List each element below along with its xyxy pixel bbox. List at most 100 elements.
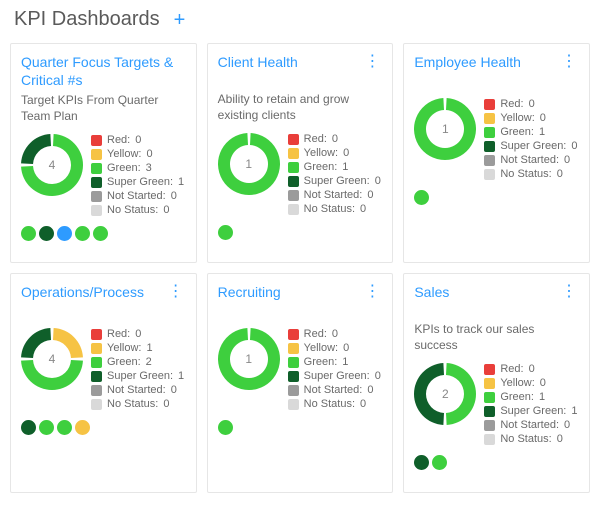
card-menu-icon[interactable]: ⋮	[559, 54, 579, 70]
legend-label: Green:	[500, 391, 534, 403]
legend-value: 1	[342, 161, 348, 173]
card-header: Recruiting ⋮	[218, 284, 383, 318]
card-title-link[interactable]: Client Health	[218, 54, 298, 72]
legend: Red: 0Yellow: 0Green: 1Super Green: 0Not…	[484, 98, 577, 180]
legend-label: Yellow:	[107, 148, 141, 160]
chart-row: 2Red: 0Yellow: 0Green: 1Super Green: 1No…	[414, 363, 579, 445]
legend-label: Yellow:	[500, 112, 534, 124]
page-header: KPI Dashboards +	[14, 8, 590, 31]
item-dots	[21, 226, 186, 241]
legend-label: Super Green:	[304, 175, 370, 187]
legend-row: Super Green: 1	[91, 176, 184, 188]
item-dot[interactable]	[75, 226, 90, 241]
legend-swatch	[288, 162, 299, 173]
item-dots	[414, 190, 579, 205]
legend-row: Yellow: 0	[91, 148, 184, 160]
legend-row: Super Green: 1	[91, 370, 184, 382]
legend-swatch	[91, 343, 102, 354]
legend-swatch	[288, 148, 299, 159]
donut-center-value: 2	[414, 363, 476, 425]
legend-label: No Status:	[304, 398, 355, 410]
legend: Red: 0Yellow: 0Green: 1Super Green: 0Not…	[288, 328, 381, 410]
item-dot[interactable]	[21, 420, 36, 435]
item-dot[interactable]	[39, 226, 54, 241]
legend-row: Green: 3	[91, 162, 184, 174]
legend-label: Yellow:	[107, 342, 141, 354]
card-menu-icon[interactable]: ⋮	[362, 284, 382, 300]
legend-row: Yellow: 1	[91, 342, 184, 354]
legend-row: Red: 0	[91, 328, 184, 340]
item-dot[interactable]	[57, 420, 72, 435]
chart-row: 4Red: 0Yellow: 0Green: 3Super Green: 1No…	[21, 134, 186, 216]
legend-label: Red:	[500, 98, 523, 110]
legend-label: Yellow:	[304, 147, 338, 159]
legend-row: No Status: 0	[484, 433, 577, 445]
legend-swatch	[91, 329, 102, 340]
legend-swatch	[91, 399, 102, 410]
card-title-link[interactable]: Quarter Focus Targets & Critical #s	[21, 54, 186, 89]
legend-value: 1	[571, 405, 577, 417]
legend-swatch	[288, 329, 299, 340]
donut-center-value: 1	[414, 98, 476, 160]
card-menu-icon[interactable]: ⋮	[362, 54, 382, 70]
card-menu-icon[interactable]: ⋮	[559, 284, 579, 300]
add-dashboard-button[interactable]: +	[174, 10, 186, 30]
legend-value: 0	[529, 98, 535, 110]
chart-row: 4 Red: 0 Yellow: 1 Green: 2 Super Green: 1 No…	[21, 328, 186, 410]
legend-value: 0	[332, 133, 338, 145]
item-dot[interactable]	[39, 420, 54, 435]
legend-swatch	[288, 399, 299, 410]
item-dot[interactable]	[414, 190, 429, 205]
legend-row: Super Green: 1	[484, 405, 577, 417]
card-title-link[interactable]: Operations/Process	[21, 284, 144, 302]
card-title-link[interactable]: Recruiting	[218, 284, 281, 302]
legend-label: No Status:	[304, 203, 355, 215]
legend-label: Green:	[107, 356, 141, 368]
legend-swatch	[484, 392, 495, 403]
legend: Red: 0Yellow: 1Green: 2Super Green: 1Not…	[91, 328, 184, 410]
legend-value: 0	[171, 384, 177, 396]
item-dot[interactable]	[218, 225, 233, 240]
legend-swatch	[484, 99, 495, 110]
legend-value: 1	[342, 356, 348, 368]
item-dot[interactable]	[414, 455, 429, 470]
legend-label: Green:	[500, 126, 534, 138]
donut-chart: 4	[21, 328, 83, 390]
card-header: Quarter Focus Targets & Critical #s	[21, 54, 186, 89]
legend-row: Not Started: 0	[484, 419, 577, 431]
legend: Red: 0Yellow: 0Green: 1Super Green: 0Not…	[288, 133, 381, 215]
legend-value: 0	[163, 204, 169, 216]
item-dot[interactable]	[21, 226, 36, 241]
legend-swatch	[91, 385, 102, 396]
legend-swatch	[91, 205, 102, 216]
legend-row: No Status: 0	[91, 398, 184, 410]
item-dot[interactable]	[75, 420, 90, 435]
legend-row: Red: 0	[484, 98, 577, 110]
card-subtitle: KPIs to track our sales success	[414, 322, 579, 353]
item-dots	[21, 420, 186, 435]
legend-swatch	[288, 343, 299, 354]
donut-chart: 4	[21, 134, 83, 196]
chart-row: 1Red: 0Yellow: 0Green: 1Super Green: 0No…	[218, 328, 383, 410]
legend-label: Not Started:	[107, 190, 166, 202]
legend-label: Red:	[304, 133, 327, 145]
dashboard-card: Client Health⋮Ability to retain and grow…	[207, 43, 394, 263]
legend: Red: 0Yellow: 0Green: 3Super Green: 1Not…	[91, 134, 184, 216]
item-dot[interactable]	[432, 455, 447, 470]
legend-label: Super Green:	[500, 405, 566, 417]
card-subtitle: Target KPIs From Quarter Team Plan	[21, 93, 186, 124]
legend-label: Not Started:	[500, 419, 559, 431]
legend-label: Super Green:	[107, 176, 173, 188]
legend-label: No Status:	[107, 398, 158, 410]
item-dot[interactable]	[93, 226, 108, 241]
item-dot[interactable]	[57, 226, 72, 241]
legend-value: 2	[146, 356, 152, 368]
legend-value: 0	[163, 398, 169, 410]
item-dot[interactable]	[218, 420, 233, 435]
legend-swatch	[484, 378, 495, 389]
card-title-link[interactable]: Sales	[414, 284, 449, 302]
item-dots	[414, 455, 579, 470]
legend-value: 0	[375, 175, 381, 187]
card-menu-icon[interactable]: ⋮	[166, 284, 186, 300]
card-title-link[interactable]: Employee Health	[414, 54, 521, 72]
